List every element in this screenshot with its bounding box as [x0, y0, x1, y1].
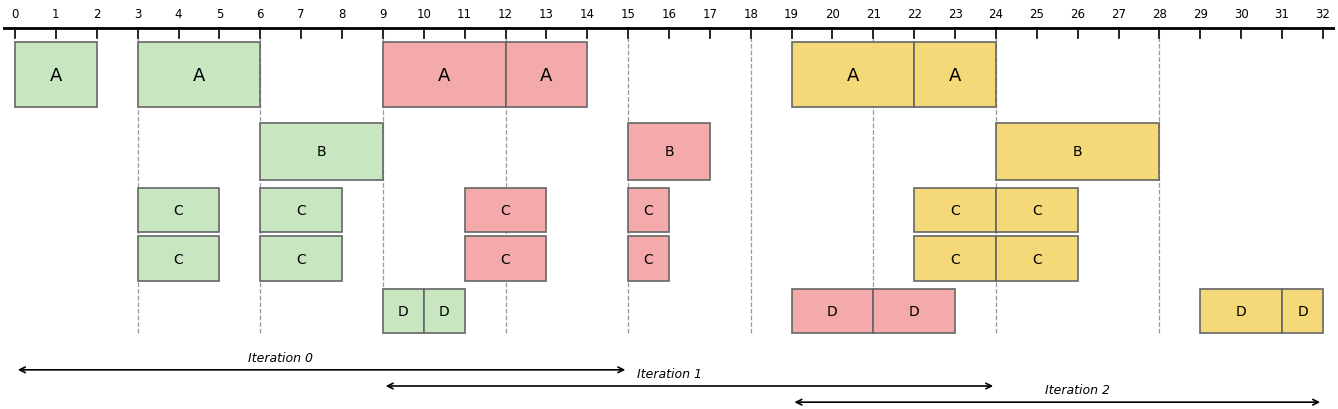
Bar: [995, 124, 1160, 180]
Text: D: D: [439, 304, 450, 318]
Text: D: D: [909, 304, 919, 318]
Text: 4: 4: [175, 8, 182, 21]
Bar: [995, 237, 1077, 281]
Bar: [1200, 289, 1282, 334]
Text: C: C: [500, 204, 510, 218]
Text: C: C: [644, 252, 653, 266]
Text: 24: 24: [989, 8, 1004, 21]
Text: 19: 19: [784, 8, 799, 21]
Bar: [914, 237, 995, 281]
Text: 21: 21: [866, 8, 880, 21]
Text: 12: 12: [498, 8, 512, 21]
Text: 27: 27: [1111, 8, 1127, 21]
Text: Iteration 1: Iteration 1: [637, 367, 701, 380]
Text: 7: 7: [297, 8, 305, 21]
Text: 1: 1: [52, 8, 60, 21]
Bar: [383, 43, 506, 108]
Text: A: A: [541, 66, 553, 84]
Bar: [506, 43, 587, 108]
Text: A: A: [50, 66, 62, 84]
Text: C: C: [950, 252, 959, 266]
Text: A: A: [949, 66, 961, 84]
Text: D: D: [1236, 304, 1247, 318]
Bar: [424, 289, 464, 334]
Text: 10: 10: [416, 8, 431, 21]
Text: 11: 11: [458, 8, 472, 21]
Text: 16: 16: [661, 8, 677, 21]
Bar: [464, 189, 546, 233]
Bar: [464, 237, 546, 281]
Text: C: C: [1032, 204, 1042, 218]
Text: 32: 32: [1315, 8, 1330, 21]
Bar: [914, 189, 995, 233]
Text: Iteration 2: Iteration 2: [1045, 383, 1111, 396]
Bar: [874, 289, 955, 334]
Text: 15: 15: [621, 8, 636, 21]
Text: 6: 6: [257, 8, 264, 21]
Text: A: A: [438, 66, 451, 84]
Bar: [792, 43, 914, 108]
Text: 2: 2: [94, 8, 100, 21]
Bar: [995, 189, 1077, 233]
Text: 22: 22: [907, 8, 922, 21]
Text: 23: 23: [947, 8, 962, 21]
Bar: [261, 124, 383, 180]
Text: 20: 20: [826, 8, 840, 21]
Bar: [628, 237, 669, 281]
Text: C: C: [174, 252, 183, 266]
Text: 13: 13: [539, 8, 554, 21]
Text: C: C: [174, 204, 183, 218]
Bar: [1282, 289, 1323, 334]
Text: 8: 8: [339, 8, 345, 21]
Text: B: B: [664, 145, 674, 159]
Bar: [792, 289, 874, 334]
Bar: [15, 43, 96, 108]
Text: A: A: [193, 66, 205, 84]
Text: 26: 26: [1070, 8, 1085, 21]
Bar: [261, 189, 343, 233]
Text: D: D: [827, 304, 838, 318]
Text: B: B: [317, 145, 326, 159]
Bar: [138, 43, 261, 108]
Bar: [138, 189, 219, 233]
Text: C: C: [296, 252, 306, 266]
Text: 28: 28: [1152, 8, 1167, 21]
Text: 30: 30: [1234, 8, 1248, 21]
Text: 14: 14: [579, 8, 595, 21]
Text: 0: 0: [11, 8, 19, 21]
Text: C: C: [1032, 252, 1042, 266]
Bar: [628, 189, 669, 233]
Text: 29: 29: [1193, 8, 1208, 21]
Text: 9: 9: [379, 8, 387, 21]
Text: A: A: [847, 66, 859, 84]
Text: 25: 25: [1029, 8, 1044, 21]
Text: C: C: [950, 204, 959, 218]
Bar: [261, 237, 343, 281]
Bar: [138, 237, 219, 281]
Text: 3: 3: [134, 8, 142, 21]
Text: 31: 31: [1275, 8, 1290, 21]
Text: 18: 18: [744, 8, 759, 21]
Text: D: D: [397, 304, 408, 318]
Text: C: C: [296, 204, 306, 218]
Text: B: B: [1073, 145, 1082, 159]
Bar: [628, 124, 710, 180]
Bar: [383, 289, 424, 334]
Bar: [914, 43, 995, 108]
Text: D: D: [1297, 304, 1309, 318]
Text: C: C: [644, 204, 653, 218]
Text: C: C: [500, 252, 510, 266]
Text: Iteration 0: Iteration 0: [249, 351, 313, 364]
Text: 5: 5: [215, 8, 223, 21]
Text: 17: 17: [702, 8, 717, 21]
